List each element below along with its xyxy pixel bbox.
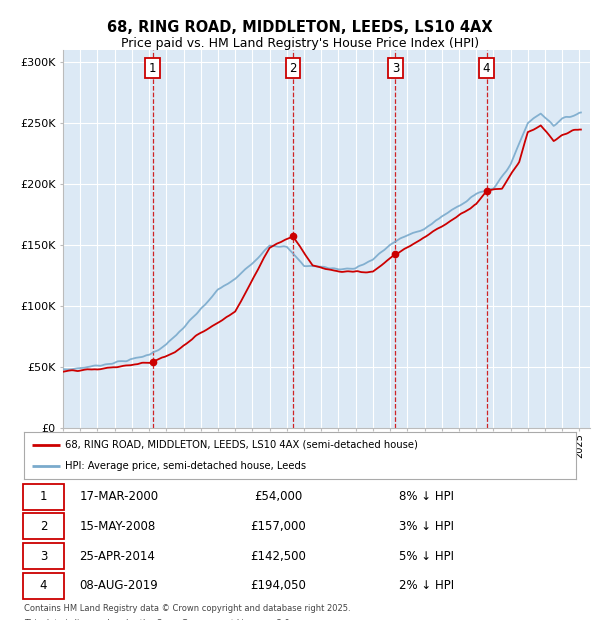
Text: 68, RING ROAD, MIDDLETON, LEEDS, LS10 4AX: 68, RING ROAD, MIDDLETON, LEEDS, LS10 4A… <box>107 20 493 35</box>
Text: Price paid vs. HM Land Registry's House Price Index (HPI): Price paid vs. HM Land Registry's House … <box>121 37 479 50</box>
Text: 4: 4 <box>483 62 490 75</box>
Text: HPI: Average price, semi-detached house, Leeds: HPI: Average price, semi-detached house,… <box>65 461 307 471</box>
Text: £54,000: £54,000 <box>254 490 302 503</box>
Text: 3: 3 <box>40 550 47 562</box>
Text: 08-AUG-2019: 08-AUG-2019 <box>79 580 158 592</box>
Text: £157,000: £157,000 <box>250 520 306 533</box>
Text: 5% ↓ HPI: 5% ↓ HPI <box>400 550 454 562</box>
Text: 25-APR-2014: 25-APR-2014 <box>79 550 155 562</box>
Text: 3% ↓ HPI: 3% ↓ HPI <box>400 520 454 533</box>
Text: 17-MAR-2000: 17-MAR-2000 <box>79 490 158 503</box>
FancyBboxPatch shape <box>23 513 64 539</box>
FancyBboxPatch shape <box>23 543 64 569</box>
Text: 1: 1 <box>40 490 47 503</box>
Text: 2% ↓ HPI: 2% ↓ HPI <box>400 580 454 592</box>
Text: 15-MAY-2008: 15-MAY-2008 <box>79 520 155 533</box>
Text: 2: 2 <box>40 520 47 533</box>
Text: Contains HM Land Registry data © Crown copyright and database right 2025.: Contains HM Land Registry data © Crown c… <box>24 604 350 613</box>
Text: 4: 4 <box>40 580 47 592</box>
Text: £194,050: £194,050 <box>250 580 306 592</box>
Text: 2: 2 <box>289 62 297 75</box>
FancyBboxPatch shape <box>23 573 64 599</box>
Text: 3: 3 <box>392 62 399 75</box>
Text: 68, RING ROAD, MIDDLETON, LEEDS, LS10 4AX (semi-detached house): 68, RING ROAD, MIDDLETON, LEEDS, LS10 4A… <box>65 440 418 450</box>
Text: 1: 1 <box>149 62 157 75</box>
FancyBboxPatch shape <box>23 484 64 510</box>
Text: £142,500: £142,500 <box>250 550 306 562</box>
Text: 8% ↓ HPI: 8% ↓ HPI <box>400 490 454 503</box>
Text: This data is licensed under the Open Government Licence v3.0.: This data is licensed under the Open Gov… <box>24 619 292 620</box>
